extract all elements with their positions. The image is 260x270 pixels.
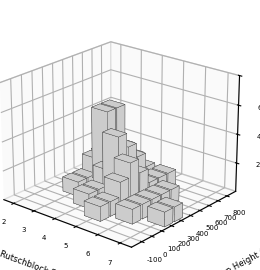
Y-axis label: Skidblock Drop Height (mm): Skidblock Drop Height (mm) xyxy=(174,238,260,270)
X-axis label: Rutschblock Score: Rutschblock Score xyxy=(0,250,74,270)
